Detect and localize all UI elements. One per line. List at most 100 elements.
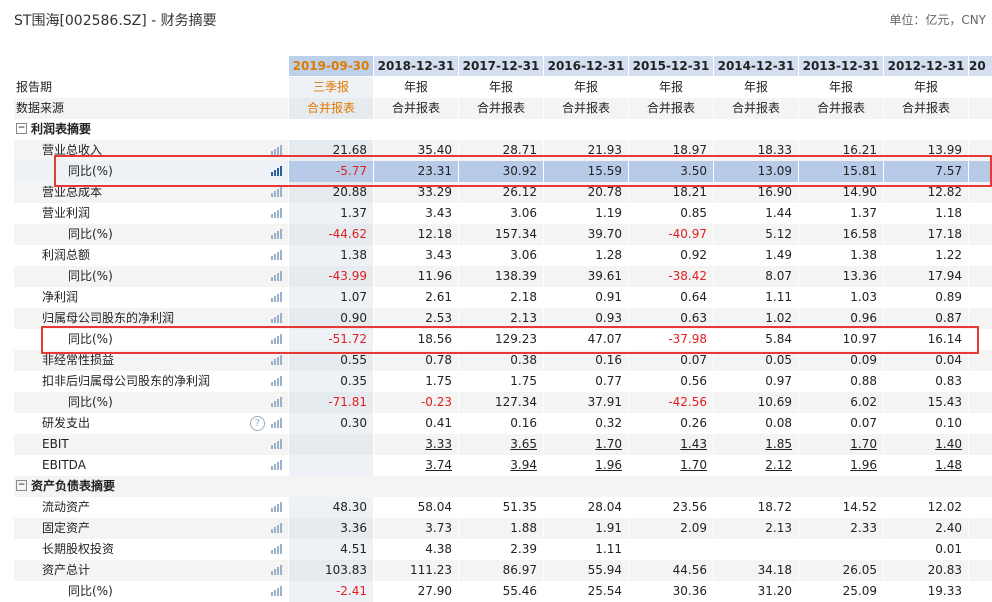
table-cell: 13.09 xyxy=(713,161,798,182)
table-cell-partial xyxy=(968,581,992,602)
chart-icon-bar xyxy=(274,590,276,596)
chart-icon[interactable] xyxy=(271,166,282,176)
cell-link[interactable]: 3.33 xyxy=(425,437,452,451)
table-cell[interactable]: 3.65 xyxy=(458,434,543,455)
section-header-row[interactable]: − 资产负债表摘要 xyxy=(14,476,992,497)
chart-icon[interactable] xyxy=(271,397,282,407)
column-header-2018-12-31[interactable]: 2018-12-31 xyxy=(373,56,458,76)
cell-link[interactable]: 3.94 xyxy=(510,458,537,472)
table-cell: 138.39 xyxy=(458,266,543,287)
chart-icon[interactable] xyxy=(271,229,282,239)
cell-link[interactable]: 1.48 xyxy=(935,458,962,472)
table-cell[interactable]: 3.33 xyxy=(373,434,458,455)
chart-icon[interactable] xyxy=(271,208,282,218)
table-cell: 0.07 xyxy=(798,413,883,434)
table-cell: 23.31 xyxy=(373,161,458,182)
chart-icon-bar xyxy=(271,550,273,554)
table-row: 营业总收入 21.68 35.40 28.71 21.93 18.97 18.33 16.21… xyxy=(14,140,992,161)
chart-icon-bar xyxy=(271,172,273,176)
table-cell[interactable]: 1.48 xyxy=(883,455,968,476)
table-cell: 20.88 xyxy=(288,182,373,203)
chart-icon-bar xyxy=(271,256,273,260)
table-cell: 21.93 xyxy=(543,140,628,161)
cell-link[interactable]: 1.70 xyxy=(850,437,877,451)
column-header-2014-12-31[interactable]: 2014-12-31 xyxy=(713,56,798,76)
cell-link[interactable]: 1.70 xyxy=(680,458,707,472)
table-row: 利润总额 1.38 3.43 3.06 1.28 0.92 1.49 1.38 1.22 xyxy=(14,245,992,266)
chart-icon[interactable] xyxy=(271,355,282,365)
table-cell: 0.97 xyxy=(713,371,798,392)
cell-link[interactable]: 1.96 xyxy=(595,458,622,472)
chart-icon[interactable] xyxy=(271,187,282,197)
table-cell: -51.72 xyxy=(288,329,373,350)
row-label: 流动资产 xyxy=(42,500,91,514)
table-cell: 129.23 xyxy=(458,329,543,350)
cell-link[interactable]: 1.40 xyxy=(935,437,962,451)
column-header-2017-12-31[interactable]: 2017-12-31 xyxy=(458,56,543,76)
table-cell[interactable]: 2.12 xyxy=(713,455,798,476)
chart-icon[interactable] xyxy=(271,460,282,470)
table-cell: 合并报表 xyxy=(798,98,883,119)
cell-link[interactable]: 3.74 xyxy=(425,458,452,472)
table-cell: 1.18 xyxy=(883,203,968,224)
chart-icon-bar xyxy=(271,571,273,575)
table-cell: 合并报表 xyxy=(713,98,798,119)
column-header-2019-09-30[interactable]: 2019-09-30 xyxy=(288,56,373,76)
column-header-2013-12-31[interactable]: 2013-12-31 xyxy=(798,56,883,76)
chart-icon[interactable] xyxy=(271,565,282,575)
table-cell[interactable]: 1.70 xyxy=(628,455,713,476)
table-cell xyxy=(798,539,883,560)
collapse-toggle-icon[interactable]: − xyxy=(16,123,27,134)
cell-link[interactable]: 2.12 xyxy=(765,458,792,472)
column-header-2015-12-31[interactable]: 2015-12-31 xyxy=(628,56,713,76)
chart-icon[interactable] xyxy=(271,523,282,533)
chart-icon-bar xyxy=(271,151,273,155)
chart-icon[interactable] xyxy=(271,376,282,386)
table-cell: 1.38 xyxy=(798,245,883,266)
table-cell[interactable]: 3.94 xyxy=(458,455,543,476)
table-cell: 7.57 xyxy=(883,161,968,182)
column-header-2012-12-31[interactable]: 2012-12-31 xyxy=(883,56,968,76)
chart-icon[interactable] xyxy=(271,145,282,155)
column-header-2016-12-31[interactable]: 2016-12-31 xyxy=(543,56,628,76)
table-cell: 33.29 xyxy=(373,182,458,203)
table-cell: 47.07 xyxy=(543,329,628,350)
table-cell: 16.58 xyxy=(798,224,883,245)
chart-icon[interactable] xyxy=(271,502,282,512)
chart-icon[interactable] xyxy=(271,586,282,596)
table-cell: 年报 xyxy=(883,77,968,98)
table-cell[interactable]: 1.96 xyxy=(543,455,628,476)
chart-icon[interactable] xyxy=(271,250,282,260)
chart-icon[interactable] xyxy=(271,271,282,281)
chart-icon-bar xyxy=(274,443,276,449)
chart-icon-bar xyxy=(274,191,276,197)
row-label-cell: 营业总收入 xyxy=(14,140,288,161)
table-cell[interactable]: 1.43 xyxy=(628,434,713,455)
chart-icon[interactable] xyxy=(271,313,282,323)
table-cell: 11.96 xyxy=(373,266,458,287)
chart-icon[interactable] xyxy=(271,544,282,554)
cell-link[interactable]: 1.85 xyxy=(765,437,792,451)
row-label: 长期股权投资 xyxy=(42,542,115,556)
table-cell[interactable]: 3.74 xyxy=(373,455,458,476)
table-cell[interactable]: 1.70 xyxy=(798,434,883,455)
table-cell[interactable]: 1.96 xyxy=(798,455,883,476)
collapse-toggle-icon[interactable]: − xyxy=(16,480,27,491)
help-icon[interactable]: ? xyxy=(250,416,265,431)
section-header-row[interactable]: − 利润表摘要 xyxy=(14,119,992,140)
cell-link[interactable]: 1.96 xyxy=(850,458,877,472)
cell-link[interactable]: 1.43 xyxy=(680,437,707,451)
chart-icon-bar xyxy=(271,466,273,470)
table-cell[interactable]: 1.40 xyxy=(883,434,968,455)
chart-icon[interactable] xyxy=(271,334,282,344)
cell-link[interactable]: 1.70 xyxy=(595,437,622,451)
table-cell: 0.89 xyxy=(883,287,968,308)
chart-icon[interactable] xyxy=(271,292,282,302)
table-cell[interactable]: 1.70 xyxy=(543,434,628,455)
chart-icon[interactable] xyxy=(271,439,282,449)
cell-link[interactable]: 3.65 xyxy=(510,437,537,451)
chart-icon[interactable] xyxy=(271,418,282,428)
table-cell: 2.61 xyxy=(373,287,458,308)
table-cell: 10.69 xyxy=(713,392,798,413)
table-cell[interactable]: 1.85 xyxy=(713,434,798,455)
